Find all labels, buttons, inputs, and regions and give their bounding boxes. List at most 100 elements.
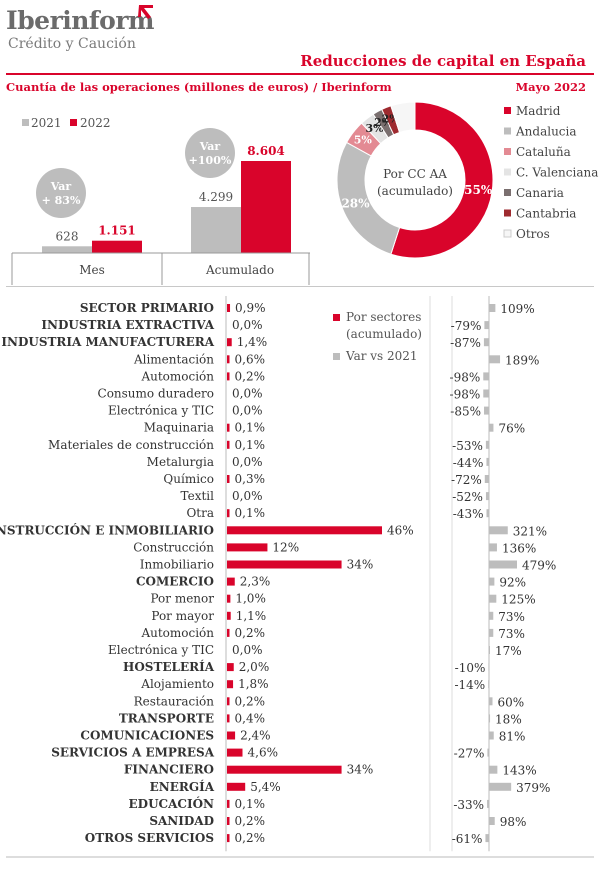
legend-label: C. Valenciana (516, 166, 598, 180)
share-value-label: 2,3% (240, 575, 271, 589)
sector-label: Textil (181, 489, 215, 503)
share-bar (227, 440, 230, 449)
sector-label: SECTOR PRIMARIO (80, 301, 214, 315)
share-bar (227, 423, 230, 432)
legend-swatch (504, 189, 511, 196)
var-bar (484, 406, 489, 415)
share-value-label: 1,4% (237, 335, 268, 349)
share-value-label: 0,2% (235, 814, 266, 828)
var-bar (488, 663, 490, 672)
var-bar (483, 372, 489, 381)
bar-value-label: 1.151 (98, 224, 136, 238)
sector-label: Otra (186, 506, 214, 520)
share-bar (227, 526, 382, 535)
var-bar (489, 628, 494, 637)
var-value-label: 321% (513, 524, 547, 538)
var-value-label: 60% (498, 695, 525, 709)
var-bar (483, 389, 489, 398)
share-bar (227, 372, 230, 381)
share-value-label: 0,4% (235, 711, 266, 725)
var-bar (483, 338, 489, 347)
var-value-label: 17% (495, 644, 522, 658)
logo-arrow-icon (138, 5, 153, 19)
var-value-label: -72% (451, 473, 482, 487)
share-bar (227, 355, 230, 364)
var-bar (489, 423, 494, 432)
legend-swatch (504, 209, 511, 217)
pie-slice-madrid (390, 101, 494, 259)
sector-label: INDUSTRIA EXTRACTIVA (41, 318, 214, 332)
var-value-label: 125% (501, 593, 535, 607)
title-divider (6, 73, 594, 75)
var-bar (489, 697, 493, 706)
sector-label: CONSTRUCCIÓN E INMOBILIARIO (0, 521, 214, 537)
var-bar (489, 731, 494, 740)
bar-2021 (191, 207, 241, 253)
var-bar (489, 355, 501, 364)
share-value-label: 0,0% (232, 455, 263, 469)
sector-label: ENERGÍA (150, 779, 215, 794)
pie-slice-otros (390, 101, 416, 134)
sector-label: EDUCACIÓN (129, 795, 214, 811)
legend-swatch-share (333, 314, 340, 321)
share-value-label: 0,1% (235, 438, 266, 452)
var-value-label: -53% (452, 439, 483, 453)
share-bar (227, 714, 230, 723)
var-value-label: 109% (500, 302, 534, 316)
sector-label: OTROS SERVICIOS (85, 831, 214, 845)
var-value-label: -27% (454, 747, 485, 761)
legend-label: Cantabria (516, 207, 576, 221)
var-bar (484, 475, 489, 483)
sector-label: Automoción (140, 626, 214, 640)
var-bar (489, 782, 512, 791)
share-value-label: 1,8% (238, 677, 269, 691)
var-value-label: 73% (498, 627, 525, 641)
var-value-label: -10% (455, 661, 486, 675)
var-value-label: 81% (499, 730, 526, 744)
pie-center-label: Por CC AA (383, 167, 447, 181)
pie-slice-label: 3% (365, 122, 384, 135)
pie-slice-label: 28% (341, 197, 370, 211)
legend-label-share: Por sectores (346, 310, 421, 324)
share-bar (227, 628, 230, 637)
brand-name: Iberinform (6, 6, 154, 35)
pie-center-label: (acumulado) (377, 184, 453, 198)
var-bar (484, 321, 489, 330)
page-title: Reducciones de capital en España (300, 52, 586, 70)
legend-swatch-2022 (70, 119, 77, 126)
var-badge (185, 128, 235, 178)
var-bar (489, 817, 495, 825)
share-bar (227, 731, 236, 740)
share-value-label: 0,2% (235, 626, 266, 640)
bar-value-label: 628 (56, 229, 79, 243)
var-bar (487, 799, 489, 808)
share-bar (227, 799, 230, 808)
share-bar (227, 577, 235, 586)
share-value-label: 0,2% (235, 369, 266, 383)
var-bar (489, 526, 508, 535)
legend-swatch (504, 168, 511, 176)
share-bar (227, 543, 268, 552)
var-badge-value: + 83% (42, 194, 81, 207)
sector-label: HOSTELERÍA (123, 659, 215, 674)
share-bar (227, 304, 231, 312)
share-value-label: 1,0% (235, 592, 266, 606)
var-bar (489, 646, 490, 654)
legend-label-2021: 2021 (31, 116, 62, 130)
var-bar (488, 680, 490, 689)
var-bar (485, 440, 489, 449)
var-value-label: 98% (500, 815, 527, 829)
share-value-label: 4,6% (248, 746, 279, 760)
sector-label: Restauración (134, 694, 215, 708)
var-badge-value: +100% (189, 154, 232, 167)
share-bar (227, 782, 246, 791)
sector-label: Construcción (133, 540, 214, 554)
var-value-label: -79% (451, 319, 482, 333)
share-bar (227, 817, 230, 825)
var-value-label: -98% (450, 370, 481, 384)
legend-label: Andalucia (515, 125, 577, 139)
sector-label: Metalurgia (147, 455, 214, 469)
var-bar (485, 834, 489, 843)
share-value-label: 0,0% (232, 404, 263, 418)
pie-slice-label: 5% (354, 134, 373, 147)
